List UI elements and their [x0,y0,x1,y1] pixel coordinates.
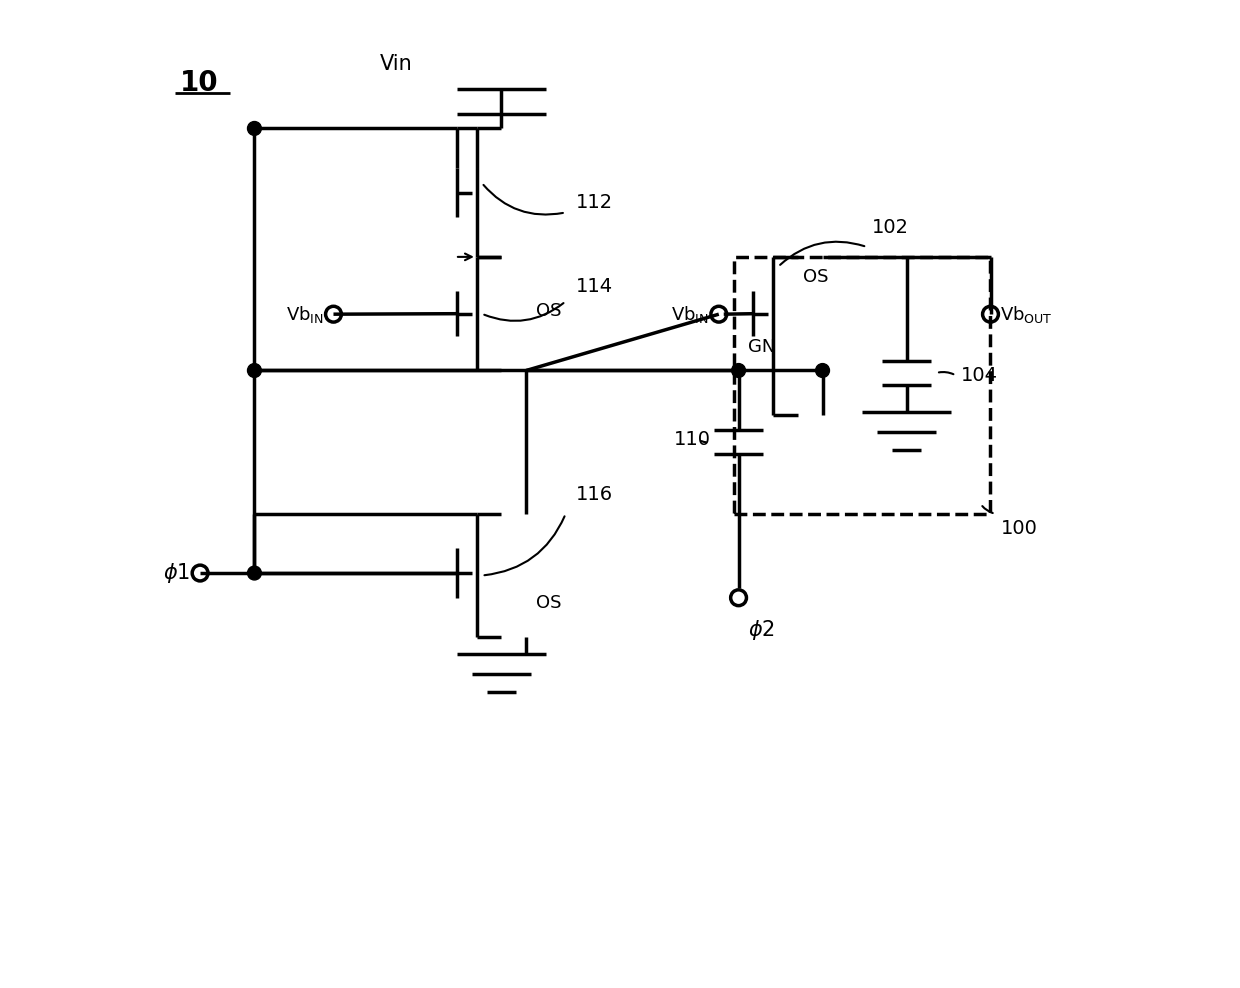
Circle shape [248,364,262,377]
Bar [734,257,991,514]
Text: 110: 110 [675,430,712,450]
Circle shape [732,364,745,377]
Text: 112: 112 [575,193,613,212]
Text: 10: 10 [180,69,219,97]
Text: 104: 104 [961,366,998,385]
Text: Vb$_{\mathregular{IN}}$: Vb$_{\mathregular{IN}}$ [671,303,709,325]
Text: OS: OS [536,302,562,320]
Text: $\phi$2: $\phi$2 [749,618,775,641]
Circle shape [248,122,262,135]
Text: Vin: Vin [379,54,413,74]
Circle shape [248,566,262,580]
Circle shape [816,364,830,377]
Text: Vb$_{\mathregular{IN}}$: Vb$_{\mathregular{IN}}$ [285,303,324,325]
Text: OS: OS [536,594,562,612]
Text: 102: 102 [872,217,909,237]
Text: Vb$_{\mathregular{OUT}}$: Vb$_{\mathregular{OUT}}$ [1001,303,1053,325]
Text: GN: GN [749,338,776,356]
Text: 116: 116 [575,484,613,504]
Text: 114: 114 [575,277,613,296]
Text: 100: 100 [1001,519,1037,538]
Text: OS: OS [802,268,828,286]
Text: $\phi$1: $\phi$1 [164,561,190,585]
